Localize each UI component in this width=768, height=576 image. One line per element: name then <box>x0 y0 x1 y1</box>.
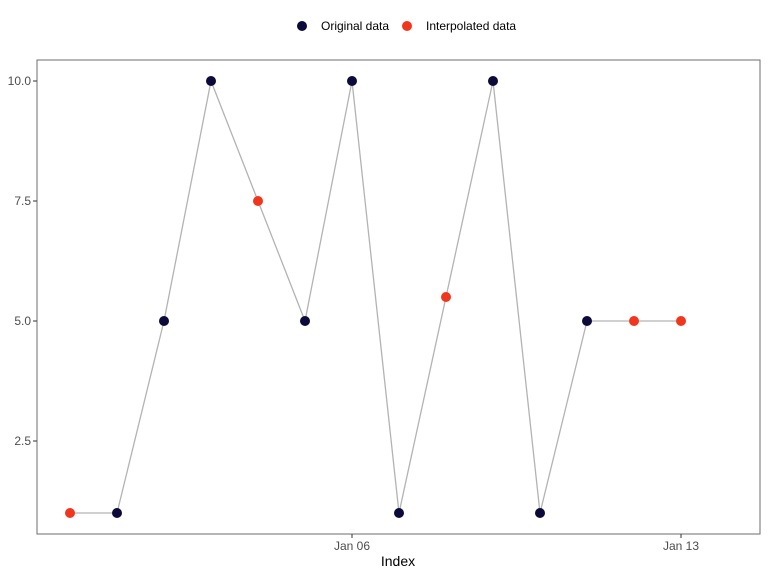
legend-marker-interpolated <box>402 21 412 31</box>
x-tick-label: Jan 13 <box>663 539 699 553</box>
x-axis: Jan 06 Jan 13 <box>334 534 699 553</box>
original-data-point <box>347 76 357 86</box>
plot-panel <box>36 59 761 535</box>
legend-label-original: Original data <box>321 19 389 33</box>
series-line-group <box>70 78 681 514</box>
interpolated-data-point <box>441 292 451 302</box>
data-points <box>65 76 686 518</box>
x-tick-label: Jan 06 <box>334 539 370 553</box>
interpolated-data-point <box>629 316 639 326</box>
y-tick-label: 10.0 <box>8 74 32 88</box>
legend-marker-original <box>297 21 307 31</box>
interpolated-data-point <box>676 316 686 326</box>
legend-label-interpolated: Interpolated data <box>426 19 516 33</box>
original-data-point <box>300 316 310 326</box>
original-data-point <box>488 76 498 86</box>
interpolated-data-point <box>253 196 263 206</box>
original-data-point <box>112 508 122 518</box>
y-tick-label: 2.5 <box>14 434 31 448</box>
original-data-point <box>206 76 216 86</box>
y-tick-label: 5.0 <box>14 314 31 328</box>
x-axis-title: Index <box>381 553 415 569</box>
original-data-point <box>159 316 169 326</box>
original-data-point <box>582 316 592 326</box>
original-data-point <box>535 508 545 518</box>
interpolated-data-point <box>65 508 75 518</box>
legend: Original data Interpolated data <box>297 19 516 33</box>
y-tick-label: 7.5 <box>14 194 31 208</box>
y-axis: 2.5 5.0 7.5 10.0 <box>8 74 37 448</box>
series-line <box>70 78 681 514</box>
original-data-point <box>394 508 404 518</box>
